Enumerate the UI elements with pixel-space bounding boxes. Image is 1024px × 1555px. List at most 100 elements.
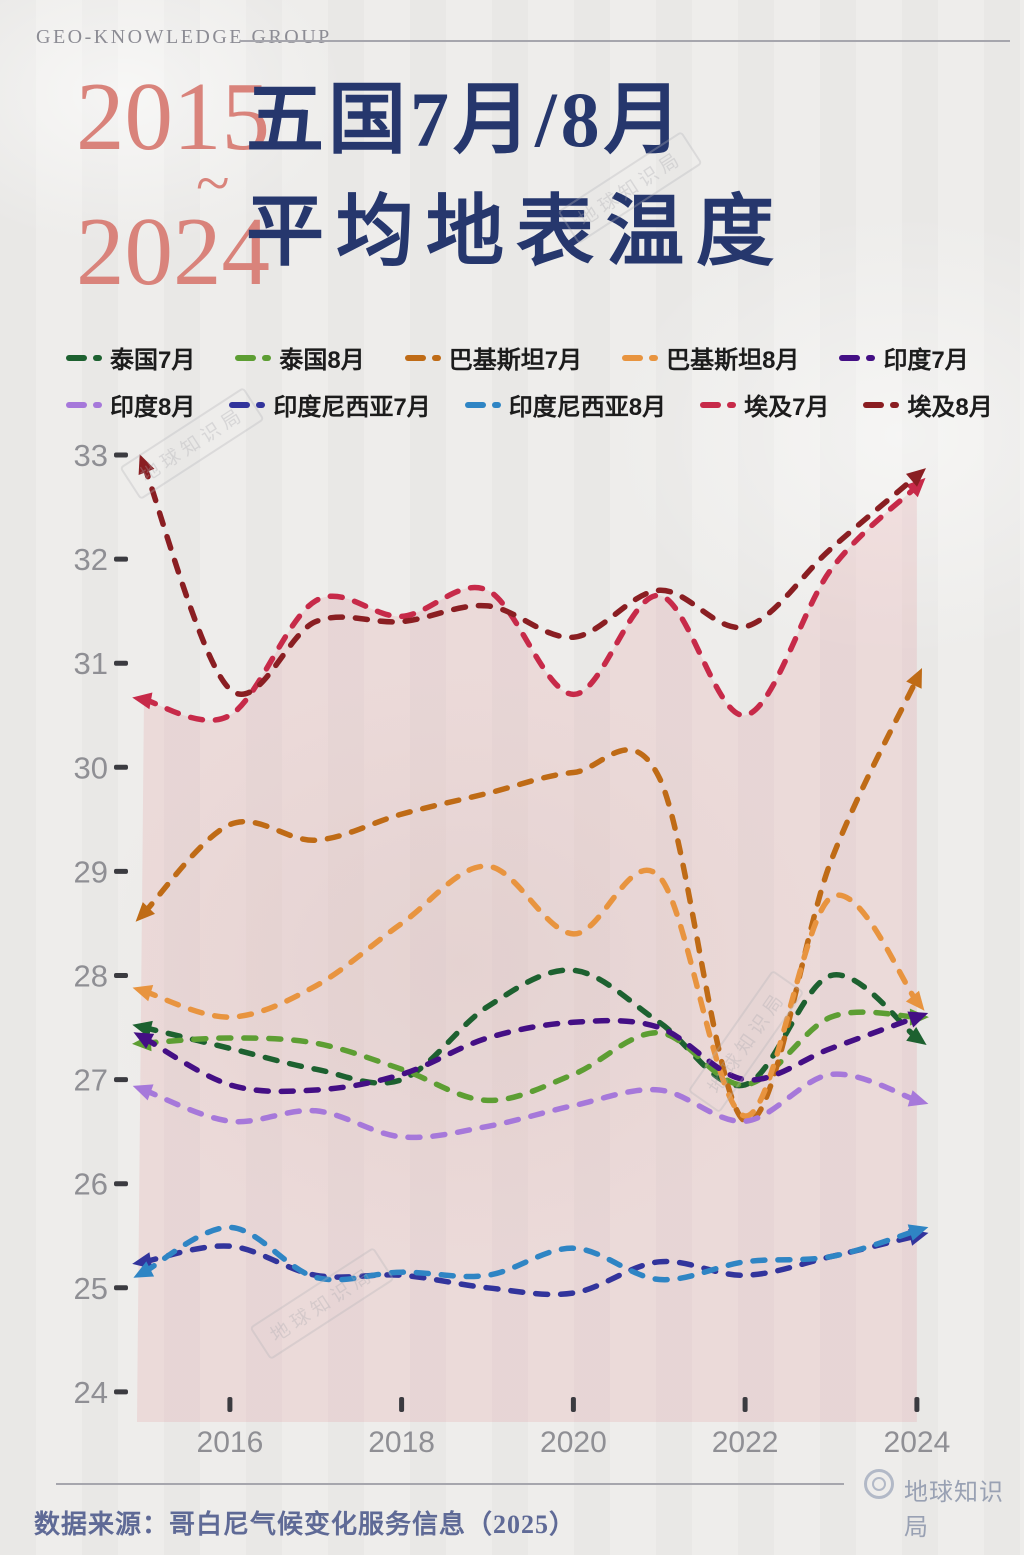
line-arrowhead bbox=[907, 1224, 929, 1241]
legend-row-2: 印度8月 印度尼西亚7月 印度尼西亚8月 埃及7月 埃及8月 bbox=[66, 387, 993, 422]
legend-label: 泰国7月 bbox=[110, 347, 196, 374]
legend-item-3: 巴基斯坦8月 bbox=[622, 340, 799, 375]
legend-item-1: 泰国8月 bbox=[235, 340, 365, 375]
y-axis-label: 26 bbox=[74, 1167, 108, 1202]
x-axis-tick bbox=[399, 1397, 405, 1412]
line-arrowhead bbox=[905, 990, 925, 1011]
y-axis-tick bbox=[114, 452, 128, 458]
y-axis-tick bbox=[114, 660, 128, 666]
line-arrowhead bbox=[132, 1084, 154, 1101]
legend-label: 巴基斯坦7月 bbox=[448, 347, 583, 374]
y-axis-label: 24 bbox=[74, 1375, 108, 1410]
globe-logo-icon bbox=[864, 1469, 894, 1499]
line-arrowhead bbox=[906, 468, 926, 487]
x-axis-tick bbox=[227, 1397, 233, 1412]
legend-item-9: 埃及8月 bbox=[863, 387, 993, 422]
legend-label: 印度尼西亚8月 bbox=[508, 394, 667, 421]
y-axis-tick bbox=[114, 556, 128, 562]
legend-label: 埃及7月 bbox=[744, 394, 830, 421]
x-axis-label: 2022 bbox=[712, 1426, 779, 1459]
area-fill-under-egypt-july bbox=[137, 486, 917, 1422]
legend-label: 埃及8月 bbox=[907, 394, 993, 421]
x-axis-tick bbox=[570, 1397, 576, 1412]
y-axis-tick bbox=[114, 868, 128, 874]
legend: 泰国7月 泰国8月 巴基斯坦7月 巴基斯坦8月 印度7月 印度8月 印度尼西亚7月 印度尼西… bbox=[66, 340, 993, 434]
series-line-6 bbox=[141, 1233, 920, 1298]
series-line-0 bbox=[141, 967, 920, 1089]
series-line-2 bbox=[141, 676, 920, 1125]
legend-dash-icon bbox=[404, 354, 441, 361]
y-axis-tick bbox=[114, 1389, 128, 1395]
y-axis-label: 29 bbox=[74, 854, 108, 889]
series-line-3 bbox=[141, 863, 920, 1119]
x-axis-label: 2020 bbox=[540, 1426, 607, 1459]
legend-item-5: 印度8月 bbox=[66, 387, 195, 422]
x-axis-label: 2018 bbox=[368, 1426, 435, 1459]
line-arrowhead bbox=[132, 985, 154, 1002]
page-title: 五国7月/8月 平均地表温度 bbox=[246, 64, 786, 289]
line-arrowhead bbox=[132, 1020, 153, 1038]
legend-item-0: 泰国7月 bbox=[66, 340, 195, 375]
y-axis-tick bbox=[114, 1285, 128, 1291]
series-line-1 bbox=[141, 1009, 920, 1104]
line-arrowhead bbox=[906, 668, 922, 689]
period-end: 2024 bbox=[76, 197, 270, 305]
legend-dash-icon bbox=[464, 401, 501, 408]
legend-label: 印度8月 bbox=[110, 394, 196, 421]
y-axis-label: 33 bbox=[74, 438, 108, 473]
line-arrowhead bbox=[138, 454, 155, 475]
y-axis-label: 27 bbox=[74, 1063, 108, 1098]
legend-dash-icon bbox=[235, 354, 272, 361]
x-axis-tick bbox=[742, 1397, 748, 1412]
series-line-9 bbox=[141, 462, 920, 697]
legend-dash-icon bbox=[700, 401, 737, 408]
series-line-5 bbox=[141, 1071, 920, 1141]
legend-label: 巴基斯坦8月 bbox=[666, 347, 800, 374]
legend-dash-icon bbox=[66, 354, 102, 361]
y-axis-label: 30 bbox=[74, 750, 108, 785]
legend-dash-icon bbox=[229, 401, 266, 408]
legend-item-4: 印度7月 bbox=[839, 340, 969, 375]
footer-rule bbox=[56, 1483, 844, 1485]
y-axis-label: 31 bbox=[74, 646, 108, 681]
series-line-4 bbox=[141, 1014, 920, 1095]
legend-item-2: 巴基斯坦7月 bbox=[404, 340, 583, 375]
title-period: 2015 ~ 2024 bbox=[76, 63, 270, 305]
legend-dash-icon bbox=[622, 354, 659, 361]
line-arrowhead bbox=[133, 1032, 155, 1049]
legend-dash-icon bbox=[66, 401, 102, 408]
legend-dash-icon bbox=[863, 401, 900, 408]
line-arrowhead bbox=[907, 1011, 929, 1028]
line-arrowhead bbox=[133, 1261, 155, 1278]
page-title-line1: 五国7月/8月 bbox=[246, 76, 686, 163]
x-axis-tick bbox=[914, 1397, 920, 1412]
brand-wordmark: GEO-KNOWLEDGE GROUP bbox=[36, 26, 332, 48]
data-source-note: 数据来源：哥白尼气候变化服务信息（2025） bbox=[34, 1510, 577, 1539]
legend-item-7: 印度尼西亚8月 bbox=[464, 387, 667, 422]
series-line-7 bbox=[141, 1224, 920, 1283]
header-rule bbox=[240, 40, 1010, 42]
legend-item-6: 印度尼西亚7月 bbox=[229, 387, 431, 422]
line-arrowhead bbox=[905, 477, 926, 498]
page-title-line2: 平均地表温度 bbox=[246, 188, 787, 276]
legend-row-1: 泰国7月 泰国8月 巴基斯坦7月 巴基斯坦8月 印度7月 bbox=[66, 340, 986, 375]
legend-label: 泰国8月 bbox=[279, 347, 365, 374]
x-axis-label: 2016 bbox=[197, 1426, 264, 1459]
y-axis-tick bbox=[114, 1181, 128, 1187]
legend-label: 印度尼西亚7月 bbox=[273, 394, 431, 421]
y-axis-label: 25 bbox=[74, 1271, 108, 1306]
line-arrowhead bbox=[132, 692, 153, 710]
line-arrowhead bbox=[906, 1027, 927, 1045]
x-axis-label: 2024 bbox=[884, 1426, 951, 1459]
y-axis-label: 28 bbox=[74, 959, 108, 994]
legend-dash-icon bbox=[839, 354, 876, 361]
y-axis-label: 32 bbox=[74, 542, 108, 577]
legend-item-8: 埃及7月 bbox=[700, 387, 829, 422]
footer-brand: 地球知识局 bbox=[904, 1479, 1004, 1541]
series-line-8 bbox=[141, 483, 920, 723]
y-axis-tick bbox=[114, 973, 128, 978]
period-start: 2015 bbox=[76, 63, 270, 170]
line-arrowhead bbox=[907, 1090, 929, 1107]
